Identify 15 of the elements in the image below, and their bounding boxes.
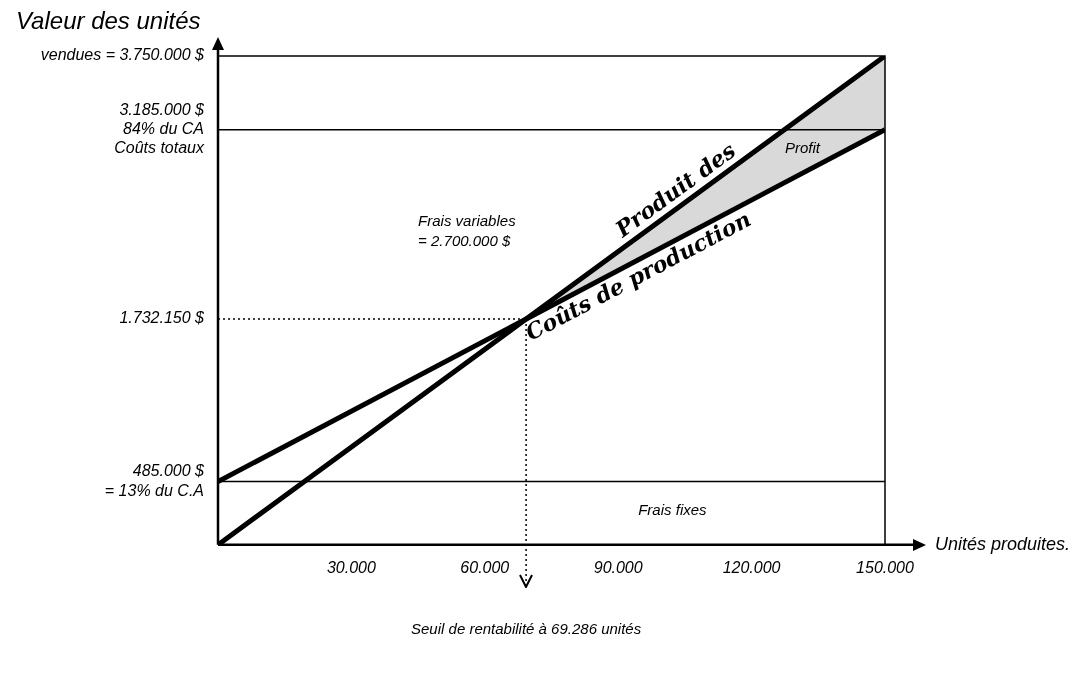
annotation: Frais variables = 2.700.000 $ — [418, 212, 517, 250]
y-axis-title: Valeur des unités — [16, 6, 201, 34]
x-tick-label: 120.000 — [722, 558, 781, 576]
annotation: Profit — [784, 139, 821, 157]
x-tick-label: 90.000 — [593, 558, 643, 576]
x-tick-label: 60.000 — [460, 558, 510, 576]
ref-line-label: Seuil de rentabilité à 69.286 unités — [411, 619, 642, 637]
y-tick-label: 485.000 $ = 13% du C.A — [104, 462, 206, 499]
x-tick-label: 150.000 — [856, 558, 915, 576]
annotation: Frais fixes — [638, 500, 708, 518]
x-tick-label: 30.000 — [326, 558, 376, 576]
y-tick-label: 1.732.150 $ — [119, 309, 206, 327]
y-tick-label: vendues = 3.750.000 $ — [40, 46, 206, 64]
y-tick-label: 3.185.000 $ 84% du CA Coûts totaux — [114, 100, 206, 157]
x-axis-title: Unités produites. — [935, 533, 1071, 554]
